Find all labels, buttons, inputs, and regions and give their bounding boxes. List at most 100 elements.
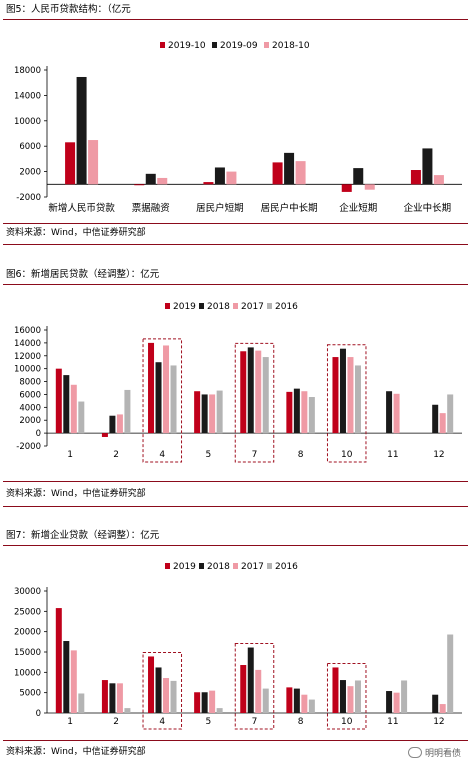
highlight-box-10 (326, 662, 367, 730)
y-tick-label: 6000 (19, 390, 41, 400)
x-tick-label: 8 (298, 450, 304, 460)
legend-swatch-2018 (199, 303, 204, 309)
bar-2017-7 (255, 350, 262, 434)
figure-5-end-rule (3, 244, 468, 245)
x-tick-label: 7 (252, 717, 258, 727)
y-tick-label: 25000 (14, 607, 41, 617)
legend-label-2018: 2018 (207, 562, 230, 572)
figure-6-chart: 2019 2018 2017 2016 -2000 0 2000 4000 6000 8000 10… (14, 302, 462, 463)
bar-2019-4 (148, 656, 155, 713)
highlight-box-10 (326, 344, 367, 463)
x-tick-label: 居民户短期 (196, 202, 244, 214)
figure-5-chart: 2019-10 2019-09 2018-10 -2000 2000 6000 10000 1… (14, 41, 462, 214)
x-tick-label: 11 (387, 450, 398, 460)
x-tick-label: 2 (113, 450, 119, 460)
bar-2017-4 (163, 678, 170, 713)
y-tick-label: 30000 (14, 587, 41, 597)
legend-label-2016: 2016 (275, 302, 298, 312)
x-tick-label: 12 (433, 717, 444, 727)
bar-2019-10 (332, 357, 339, 434)
x-tick-label: 票据融资 (132, 202, 171, 214)
y-tick-label: 15000 (14, 648, 41, 658)
bar-2019-09-票据融资 (145, 173, 156, 185)
bar-2017-4 (163, 345, 170, 434)
x-tick-label: 企业中长期 (404, 202, 452, 214)
y-tick-label: 18000 (14, 66, 41, 76)
bar-2018-10-新增人民币贷款 (88, 140, 99, 185)
bar-2018-4 (155, 362, 162, 434)
bar-2018-10-居民户中长期 (295, 161, 306, 185)
legend-label-2018-10: 2018-10 (272, 41, 310, 51)
x-tick-label: 1 (67, 450, 73, 460)
bar-2018-12 (432, 404, 439, 434)
bar-2018-5 (201, 394, 208, 434)
x-tick-label: 8 (298, 717, 304, 727)
bar-2017-12 (439, 704, 446, 713)
bar-2018-10-企业短期 (364, 184, 375, 190)
y-tick-label: 20000 (14, 628, 41, 638)
bar-2018-10-票据融资 (157, 177, 168, 185)
y-tick-label: 10000 (14, 365, 41, 375)
y-tick-label: 12000 (14, 352, 41, 362)
legend-label-2019-09: 2019-09 (220, 41, 258, 51)
bar-2016-10 (354, 365, 361, 434)
legend-swatch-2016 (267, 303, 272, 309)
bar-2017-11 (393, 393, 400, 434)
figure-7-bottom-rule (3, 740, 468, 741)
bar-2018-10-企业中长期 (433, 175, 444, 185)
bar-2018-10 (339, 680, 346, 713)
figure-6-title: 图6：新增居民贷款（经调整）：亿元 (6, 269, 160, 280)
y-tick-label: 0 (36, 429, 41, 439)
highlight-box-7 (234, 643, 275, 730)
bar-2017-1 (70, 650, 77, 713)
legend-swatch-2018 (199, 563, 204, 569)
figure-5-top-rule (3, 19, 468, 20)
bar-2018-1 (63, 375, 70, 434)
bar-2017-7 (255, 669, 262, 713)
watermark-text: 明明看债 (424, 749, 461, 759)
figure-6-source: 资料来源：Wind，中信证券研究部 (6, 489, 146, 499)
bar-2017-11 (393, 692, 400, 713)
y-tick-label: 4000 (19, 403, 41, 413)
highlight-box-4 (142, 651, 183, 730)
bar-2018-7 (247, 647, 254, 713)
bar-2018-1 (63, 641, 70, 713)
x-tick-label: 10 (341, 450, 353, 460)
y-tick-label: 0 (36, 709, 41, 719)
highlight-box-7 (234, 342, 275, 463)
figure-7-chart: 2019 2018 2017 2016 0 5000 10000 15000 20000 2500… (14, 562, 462, 730)
bar-2016-12 (447, 394, 454, 434)
bar-2019-09-居民户中长期 (284, 152, 295, 185)
x-tick-label: 企业短期 (339, 202, 377, 214)
bar-2016-8 (308, 397, 315, 434)
bar-2019-10-居民户中长期 (272, 162, 283, 185)
bar-2018-4 (155, 667, 162, 713)
figure-5-source: 资料来源：Wind，中信证券研究部 (6, 228, 146, 238)
bar-2019-7 (240, 351, 247, 434)
y-tick-label: 16000 (14, 326, 41, 336)
legend-label-2018: 2018 (207, 302, 230, 312)
bar-2017-8 (301, 391, 308, 434)
figure-6-top-rule (3, 284, 468, 285)
y-tick-label: 6000 (19, 142, 41, 152)
bar-2019-09-企业短期 (353, 168, 364, 185)
legend-swatch-2019-10 (160, 42, 165, 48)
bar-2016-4 (170, 680, 177, 713)
bar-2016-11 (401, 680, 408, 713)
bar-2019-10-票据融资 (134, 184, 145, 186)
bar-2018-5 (201, 692, 208, 713)
bar-2019-10 (332, 667, 339, 713)
bar-2019-10-新增人民币贷款 (65, 142, 76, 185)
y-tick-label: -2000 (16, 442, 41, 452)
x-tick-label: 5 (206, 717, 212, 727)
x-tick-label: 7 (252, 450, 258, 460)
bar-2017-10 (347, 357, 354, 434)
figure-7-source: 资料来源：Wind，中信证券研究部 (6, 747, 146, 757)
y-tick-label: -2000 (16, 193, 41, 203)
figure-6-end-rule (3, 506, 468, 507)
legend-label-2017: 2017 (241, 302, 264, 312)
bar-2019-4 (148, 342, 155, 434)
y-tick-label: 8000 (19, 378, 41, 388)
bar-2017-1 (70, 384, 77, 434)
x-tick-label: 4 (159, 450, 165, 460)
